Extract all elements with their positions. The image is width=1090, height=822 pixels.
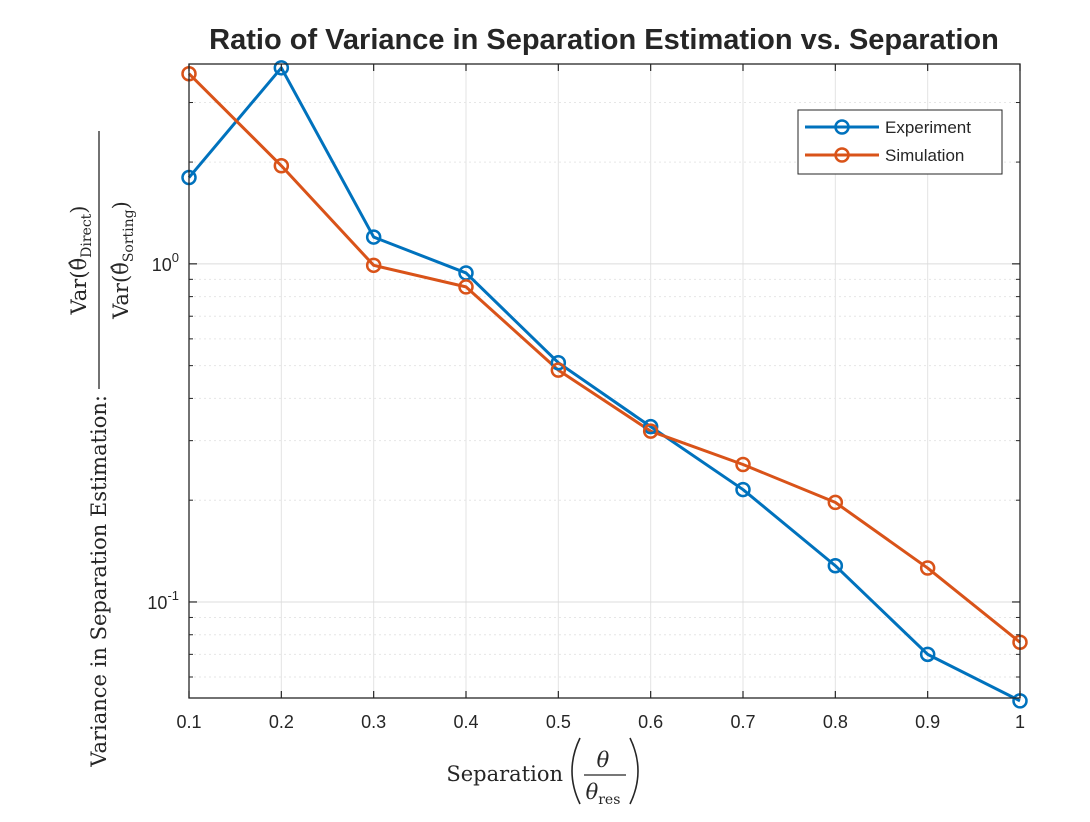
ylabel-denominator: Var(θ̂Sorting) — [109, 201, 137, 320]
svg-text:Variance in Separation Estimat: Variance in Separation Estimation: — [87, 395, 111, 768]
axes-box — [188, 63, 1021, 699]
x-tick-label: 0.4 — [453, 712, 478, 732]
ticks: 0.1 0.2 0.3 0.4 0.5 0.6 0.7 0.8 0.9 1 10-1 100 — [147, 64, 1025, 732]
x-tick-label: 0.8 — [823, 712, 848, 732]
data-point-simulation — [550, 362, 567, 378]
xlabel-numerator: θ — [597, 748, 610, 772]
legend-label-experiment: Experiment — [885, 118, 971, 137]
data-point-simulation — [365, 257, 382, 274]
legend-item-simulation: Simulation — [805, 146, 964, 165]
ylabel-word: Variance in Separation Estimation: — [87, 395, 111, 768]
x-tick-label: 0.3 — [361, 712, 386, 732]
data-point-simulation — [827, 494, 844, 511]
legend-item-experiment: Experiment — [805, 118, 971, 137]
legend-label-simulation: Simulation — [885, 146, 964, 165]
series-line-simulation — [187, 72, 1021, 644]
data-point-simulation — [458, 279, 474, 295]
xlabel-left-paren — [571, 737, 581, 805]
x-tick-label: 1 — [1015, 712, 1025, 732]
x-tick-label: 0.5 — [546, 712, 571, 732]
x-tick-label: 0.2 — [269, 712, 294, 732]
y-tick-label: 100 — [152, 250, 179, 275]
data-point-experiment — [550, 354, 567, 371]
series-line-experiment — [187, 66, 1021, 703]
legend-box — [797, 109, 1003, 175]
y-axis-label: Variance in Separation Estimation: Var(θ… — [67, 131, 137, 768]
legend-marker-simulation — [834, 147, 850, 163]
chart-title: Ratio of Variance in Separation Estimati… — [209, 24, 999, 56]
data-point-experiment — [735, 481, 751, 498]
x-tick-label: 0.7 — [730, 712, 755, 732]
data-point-simulation — [735, 456, 751, 473]
data-point-simulation — [919, 560, 936, 576]
data-point-experiment — [273, 60, 290, 76]
data-point-experiment — [827, 557, 844, 574]
x-axis-label: Separation θ θres — [446, 737, 639, 808]
xlabel-right-paren — [629, 737, 639, 805]
data-point-experiment — [919, 646, 936, 663]
data-point-simulation — [642, 423, 659, 439]
data-point-simulation — [273, 158, 290, 174]
xlabel-denominator: θres — [586, 780, 621, 808]
data-point-experiment — [365, 229, 382, 245]
x-tick-label: 0.1 — [176, 712, 201, 732]
xlabel-word: Separation — [446, 762, 563, 786]
x-tick-label: 0.9 — [915, 712, 940, 732]
data-point-experiment — [642, 418, 659, 435]
legend: Experiment Simulation — [797, 109, 1003, 175]
x-tick-label: 0.6 — [638, 712, 663, 732]
ylabel-numerator: Var(θ̂Direct) — [67, 205, 95, 315]
legend-marker-experiment — [834, 119, 850, 135]
y-tick-label: 10-1 — [147, 588, 179, 613]
